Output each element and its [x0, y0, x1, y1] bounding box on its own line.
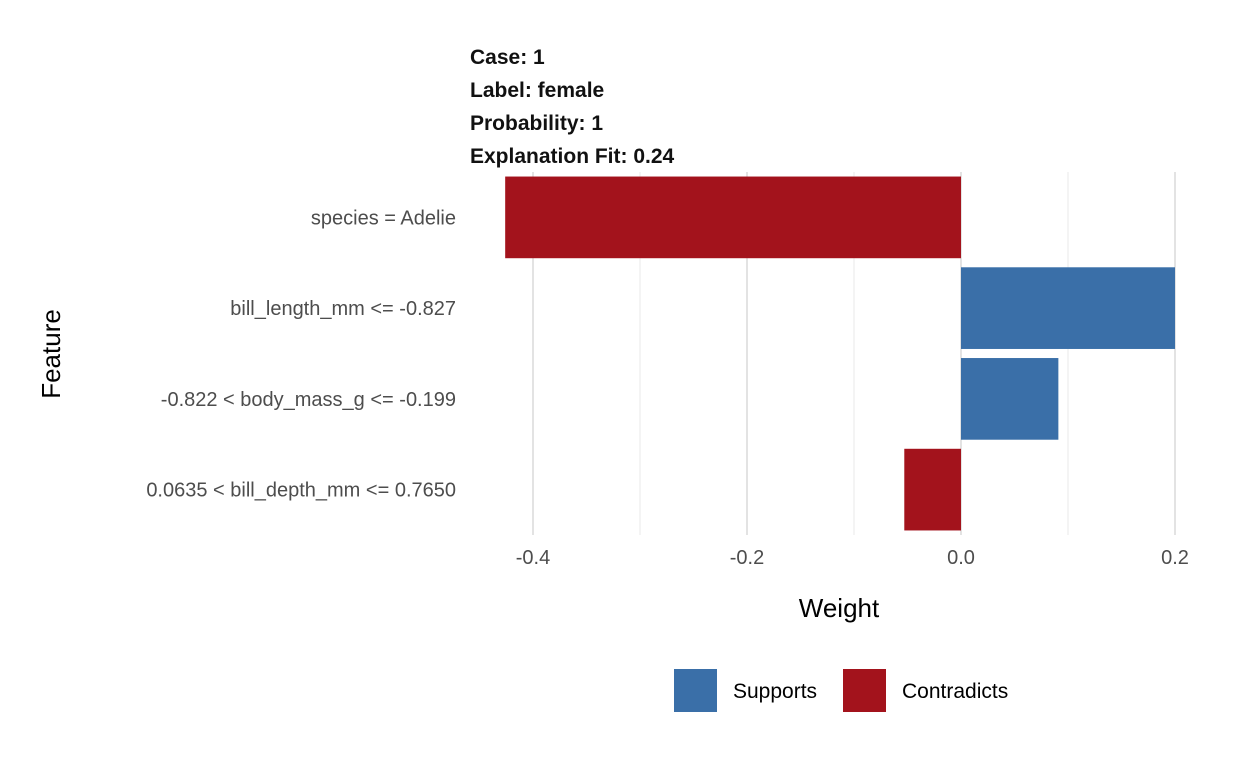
x-tick-label: -0.4 [516, 547, 550, 569]
legend-label-contradicts: Contradicts [902, 680, 1008, 703]
bars [505, 177, 1175, 531]
x-tick-label: 0.2 [1161, 547, 1189, 569]
probability-title: Probability: 1 [470, 112, 603, 135]
explanation-fit-title: Explanation Fit: 0.24 [470, 145, 675, 168]
bar-2 [961, 267, 1175, 349]
bar-3 [961, 358, 1058, 440]
x-tick-label: 0.0 [947, 547, 975, 569]
bar-4 [904, 449, 961, 531]
legend-swatch-supports [674, 669, 717, 712]
feature-label: bill_length_mm <= -0.827 [230, 298, 456, 320]
feature-label: -0.822 < body_mass_g <= -0.199 [161, 389, 456, 411]
legend: Supports Contradicts [674, 669, 1008, 712]
label-title: Label: female [470, 79, 604, 102]
y-axis-title: Feature [36, 309, 66, 399]
bar-1 [505, 177, 961, 259]
x-tick-label: -0.2 [730, 547, 764, 569]
x-axis-title: Weight [799, 593, 880, 623]
legend-label-supports: Supports [733, 680, 817, 703]
x-tick-labels: -0.4 -0.2 0.0 0.2 [516, 547, 1189, 569]
feature-labels: species = Adelie bill_length_mm <= -0.827… [146, 207, 456, 501]
feature-label: species = Adelie [311, 207, 456, 229]
case-title: Case: 1 [470, 46, 545, 69]
legend-swatch-contradicts [843, 669, 886, 712]
feature-label: 0.0635 < bill_depth_mm <= 0.7650 [146, 480, 456, 502]
